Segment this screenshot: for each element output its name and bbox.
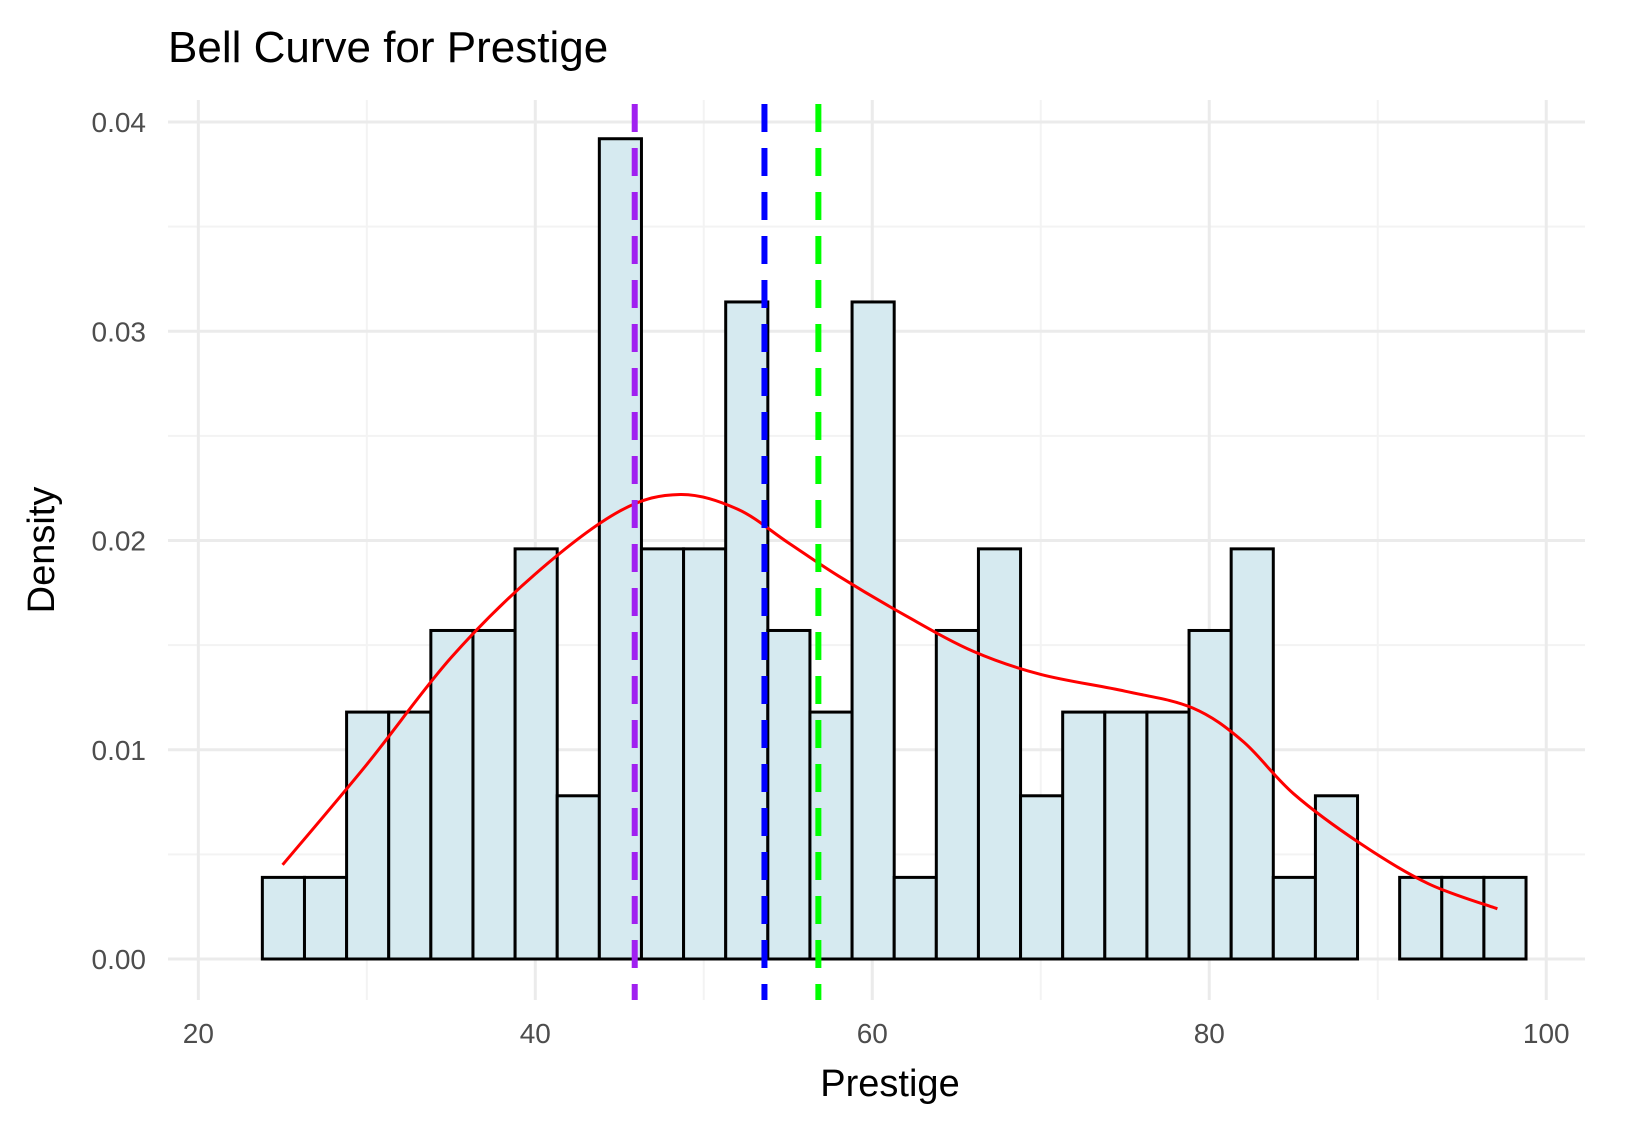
histogram-bar: [387, 710, 433, 961]
y-axis-title: Density: [21, 487, 63, 614]
histogram-bar: [1313, 794, 1360, 961]
y-tick-label: 0.01: [92, 735, 147, 766]
histogram-bars: [260, 137, 1528, 961]
y-tick-label: 0.00: [92, 944, 147, 975]
histogram-bar: [1229, 547, 1275, 961]
histogram-bar: [345, 710, 391, 961]
histogram-bar: [429, 628, 475, 961]
histogram-bar: [1271, 875, 1317, 961]
histogram-bar: [1187, 628, 1233, 961]
histogram-bar: [724, 300, 770, 961]
chart-title: Bell Curve for Prestige: [168, 23, 608, 72]
histogram-bar: [976, 547, 1023, 961]
histogram-bar: [302, 875, 349, 961]
histogram-bar: [1482, 875, 1528, 961]
x-tick-label: 40: [520, 1018, 551, 1049]
histogram-bar: [555, 794, 601, 961]
y-tick-label: 0.02: [92, 526, 147, 557]
y-tick-label: 0.03: [92, 316, 147, 347]
histogram-bar: [1145, 710, 1191, 961]
histogram-bar: [682, 547, 728, 961]
histogram-bar: [892, 875, 938, 961]
y-tick-label: 0.04: [92, 107, 147, 138]
x-tick-label: 100: [1523, 1018, 1570, 1049]
histogram-bar: [639, 547, 686, 961]
histogram-bar: [1019, 794, 1065, 961]
histogram-bar: [260, 875, 306, 961]
x-axis-ticks: 20 40 60 80 100: [183, 1018, 1570, 1049]
x-tick-label: 60: [857, 1018, 888, 1049]
histogram-bar: [1061, 710, 1107, 961]
histogram-bar: [766, 628, 812, 961]
histogram-bar: [850, 300, 896, 961]
histogram-bar: [1440, 875, 1486, 961]
x-axis-title: Prestige: [820, 1063, 959, 1105]
reference-lines: [631, 104, 822, 1000]
density-curve: [281, 492, 1498, 911]
histogram-bar: [513, 547, 559, 961]
histogram-bar: [471, 628, 517, 961]
histogram-bar: [1398, 875, 1444, 961]
density-curve-group: [281, 492, 1498, 911]
x-tick-label: 80: [1194, 1018, 1225, 1049]
histogram-bar: [1103, 710, 1149, 961]
histogram-bar: [934, 628, 980, 961]
x-tick-label: 20: [183, 1018, 214, 1049]
y-axis-ticks: 0.00 0.01 0.02 0.03 0.04: [92, 107, 147, 975]
